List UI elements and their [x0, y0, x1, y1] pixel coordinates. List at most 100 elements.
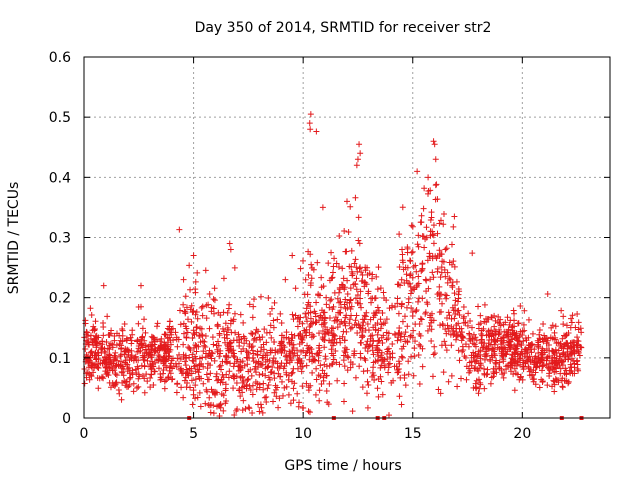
data-point	[290, 385, 297, 392]
data-point	[184, 316, 191, 323]
data-point	[182, 370, 189, 377]
data-point	[329, 337, 336, 344]
data-point	[428, 326, 435, 333]
data-point	[358, 334, 365, 341]
data-point	[365, 381, 372, 388]
data-point	[398, 345, 405, 352]
data-point	[362, 345, 369, 352]
data-point	[507, 331, 514, 338]
data-point	[107, 384, 114, 391]
data-point	[562, 333, 569, 340]
data-point	[496, 363, 503, 370]
data-point	[466, 330, 473, 337]
data-point	[320, 309, 327, 316]
data-point	[460, 303, 467, 310]
data-point	[148, 346, 155, 353]
data-point	[548, 363, 555, 370]
data-point	[182, 358, 189, 365]
data-point	[431, 350, 438, 357]
data-point	[259, 409, 266, 416]
data-point	[266, 376, 273, 383]
data-point	[560, 321, 567, 328]
data-point	[407, 258, 414, 265]
data-point	[321, 337, 328, 344]
data-point	[372, 326, 379, 333]
data-point	[296, 318, 303, 325]
data-point	[427, 276, 434, 283]
data-point	[186, 354, 193, 361]
data-point	[557, 340, 564, 347]
data-point	[334, 377, 341, 384]
data-point	[454, 307, 461, 314]
data-point	[223, 371, 230, 378]
data-point	[269, 347, 276, 354]
data-point	[500, 358, 507, 365]
data-point	[383, 297, 390, 304]
data-point	[441, 266, 448, 273]
data-point	[304, 318, 311, 325]
data-point	[302, 352, 309, 359]
data-point	[92, 339, 99, 346]
data-point	[423, 277, 430, 284]
data-point	[374, 286, 381, 293]
data-point	[121, 321, 128, 328]
data-point	[109, 341, 116, 348]
data-point	[192, 311, 199, 318]
data-point	[380, 332, 387, 339]
data-point	[514, 320, 521, 327]
data-point	[274, 316, 281, 323]
data-point	[546, 372, 553, 379]
data-point	[278, 349, 285, 356]
data-point	[555, 359, 562, 366]
data-point	[298, 360, 305, 367]
data-point	[361, 312, 368, 319]
data-point	[490, 373, 497, 380]
data-point	[367, 316, 374, 323]
data-point	[426, 250, 433, 257]
data-point	[442, 291, 449, 298]
data-point	[180, 301, 187, 308]
data-point	[204, 376, 211, 383]
data-point	[412, 338, 419, 345]
data-point	[82, 346, 89, 353]
data-point	[575, 319, 582, 326]
data-point	[265, 382, 272, 389]
data-point	[413, 268, 420, 275]
data-point	[100, 282, 107, 289]
data-point	[315, 357, 322, 364]
data-point	[478, 338, 485, 345]
data-point	[137, 282, 144, 289]
data-point	[243, 382, 250, 389]
data-point	[257, 293, 264, 300]
data-point	[141, 375, 148, 382]
data-point	[313, 128, 320, 135]
data-point	[95, 361, 102, 368]
data-point	[214, 346, 221, 353]
data-point	[405, 371, 412, 378]
data-point	[415, 232, 422, 239]
data-point	[176, 351, 183, 358]
data-point	[194, 394, 201, 401]
data-point	[423, 224, 430, 231]
data-point	[331, 255, 338, 262]
data-point	[517, 361, 524, 368]
data-point	[155, 357, 162, 364]
data-point	[300, 257, 307, 264]
data-point	[418, 316, 425, 323]
data-point	[205, 301, 212, 308]
data-point	[415, 295, 422, 302]
data-point	[551, 329, 558, 336]
data-point	[177, 366, 184, 373]
data-point	[235, 331, 242, 338]
data-point	[192, 376, 199, 383]
data-point	[426, 323, 433, 330]
data-point	[365, 343, 372, 350]
data-point	[141, 337, 148, 344]
data-point	[382, 320, 389, 327]
data-point	[285, 376, 292, 383]
data-point	[290, 316, 297, 323]
data-point	[420, 205, 427, 212]
data-point	[544, 364, 551, 371]
data-point	[261, 326, 268, 333]
data-point	[249, 330, 256, 337]
